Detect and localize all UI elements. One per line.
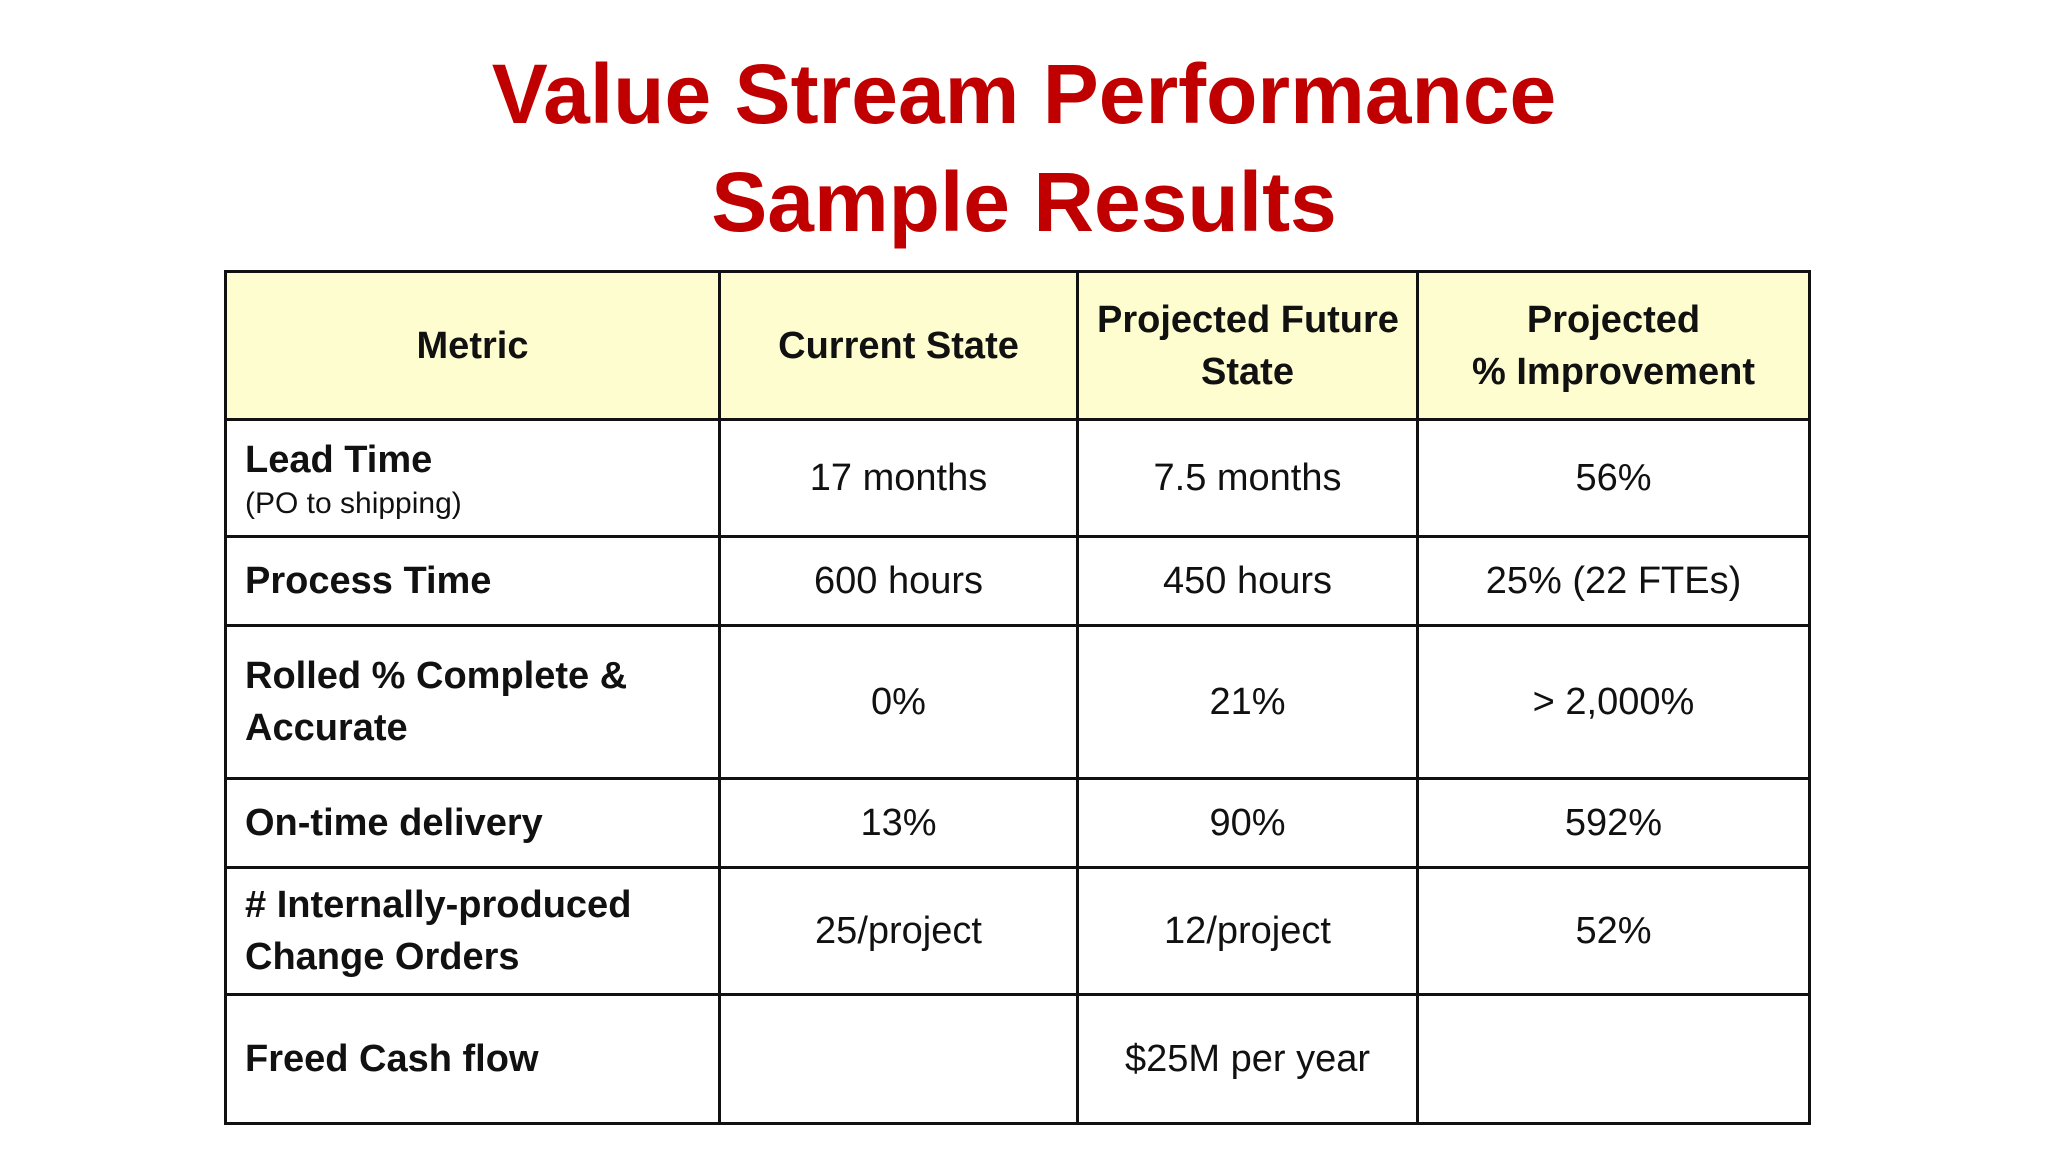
- header-row: Metric Current State Projected Future St…: [224, 270, 1811, 421]
- table-row: Process Time 600 hours 450 hours 25% (22…: [224, 535, 1811, 627]
- table-row: Freed Cash flow $25M per year: [224, 993, 1811, 1125]
- improvement-cell: 52%: [1416, 866, 1811, 996]
- slide-title: Value Stream Performance Sample Results: [0, 40, 2048, 256]
- results-table: Metric Current State Projected Future St…: [224, 270, 1811, 1125]
- improvement-cell: 25% (22 FTEs): [1416, 535, 1811, 627]
- table-row: Lead Time (PO to shipping) 17 months 7.5…: [224, 418, 1811, 538]
- future-state-cell: $25M per year: [1076, 993, 1419, 1125]
- table-row: Rolled % Complete & Accurate 0% 21% > 2,…: [224, 624, 1811, 780]
- table-row: On-time delivery 13% 90% 592%: [224, 777, 1811, 869]
- metric-cell: Process Time: [224, 535, 721, 627]
- header-metric: Metric: [224, 270, 721, 421]
- header-projected-future-state: Projected Future State: [1076, 270, 1419, 421]
- improvement-cell: 592%: [1416, 777, 1811, 869]
- title-line-1: Value Stream Performance: [491, 47, 1557, 141]
- future-state-cell: 7.5 months: [1076, 418, 1419, 538]
- metric-note: (PO to shipping): [245, 487, 462, 520]
- title-line-2: Sample Results: [711, 155, 1337, 249]
- header-current-state: Current State: [718, 270, 1079, 421]
- improvement-cell: [1416, 993, 1811, 1125]
- metric-cell: # Internally-produced Change Orders: [224, 866, 721, 996]
- future-state-cell: 450 hours: [1076, 535, 1419, 627]
- improvement-cell: > 2,000%: [1416, 624, 1811, 780]
- future-state-cell: 12/project: [1076, 866, 1419, 996]
- metric-cell: Freed Cash flow: [224, 993, 721, 1125]
- current-state-cell: 0%: [718, 624, 1079, 780]
- metric-cell: On-time delivery: [224, 777, 721, 869]
- table-row: # Internally-produced Change Orders 25/p…: [224, 866, 1811, 996]
- current-state-cell: [718, 993, 1079, 1125]
- improvement-cell: 56%: [1416, 418, 1811, 538]
- current-state-cell: 600 hours: [718, 535, 1079, 627]
- future-state-cell: 21%: [1076, 624, 1419, 780]
- current-state-cell: 25/project: [718, 866, 1079, 996]
- future-state-cell: 90%: [1076, 777, 1419, 869]
- metric-cell: Rolled % Complete & Accurate: [224, 624, 721, 780]
- header-projected-improvement: Projected % Improvement: [1416, 270, 1811, 421]
- current-state-cell: 17 months: [718, 418, 1079, 538]
- current-state-cell: 13%: [718, 777, 1079, 869]
- metric-cell: Lead Time (PO to shipping): [224, 418, 721, 538]
